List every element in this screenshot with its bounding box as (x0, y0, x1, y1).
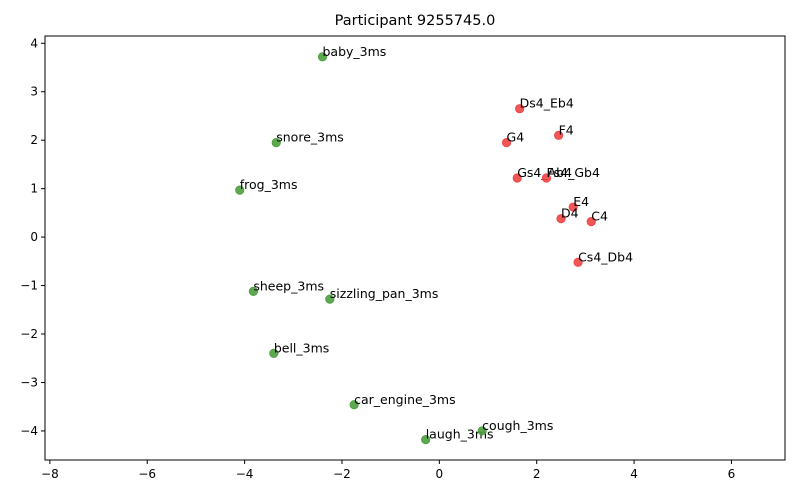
data-point-label: Fs4_Gb4 (546, 165, 600, 180)
x-tick-label: −8 (41, 467, 59, 481)
data-point-label: snore_3ms (276, 130, 344, 145)
x-tick-label: −4 (236, 467, 254, 481)
x-tick-label: 6 (728, 467, 736, 481)
data-point (512, 173, 522, 183)
y-tick-label: −1 (20, 279, 38, 293)
data-point-label: sizzling_pan_3ms (330, 286, 439, 301)
y-tick-label: 4 (30, 36, 38, 50)
plot-area (44, 35, 786, 461)
data-points: baby_3ms snore_3ms frog_3ms sheep_3mssizzli… (235, 44, 633, 445)
data-point-label: baby_3ms (323, 44, 387, 59)
data-point-label: Ds4_Eb4 (520, 96, 574, 111)
data-point (349, 400, 359, 410)
data-point (269, 348, 279, 358)
y-axis: −4 −3 −2 −1 0 1 2 3 4 (20, 36, 45, 438)
x-tick-label: 4 (630, 467, 638, 481)
data-point (568, 202, 578, 212)
data-point (235, 185, 245, 195)
x-tick-label: 2 (533, 467, 541, 481)
data-point-label: laugh_3ms (426, 427, 494, 442)
data-point-label: Cs4_Db4 (578, 249, 633, 264)
data-point-label: sheep_3ms (253, 278, 324, 293)
data-point-label: cough_3ms (482, 418, 553, 433)
x-tick-label: −2 (333, 467, 351, 481)
data-point-label: G4 (507, 130, 525, 145)
data-point (317, 52, 328, 62)
data-point (421, 435, 431, 445)
data-point (554, 130, 564, 140)
x-axis: −8 −6 −4 −2 0 2 4 6 (41, 460, 735, 481)
y-tick-label: −3 (20, 375, 38, 389)
y-tick-label: 1 (30, 182, 38, 196)
y-tick-label: 0 (30, 230, 38, 244)
data-point (248, 286, 258, 296)
x-tick-label: −6 (138, 467, 156, 481)
x-tick-label: 0 (436, 467, 444, 481)
data-point (271, 138, 281, 148)
data-point (586, 216, 596, 227)
data-point-label: E4 (573, 194, 589, 209)
data-point (515, 104, 525, 114)
data-point (541, 173, 552, 183)
data-point-label: F4 (559, 122, 574, 137)
y-tick-label: −4 (20, 424, 38, 438)
data-point-label: C4 (591, 209, 608, 224)
data-point-label: D4 (561, 206, 579, 221)
data-point (477, 426, 487, 436)
data-point (556, 214, 566, 224)
data-point-label: bell_3ms (274, 340, 329, 355)
data-point (501, 138, 512, 148)
data-point-label: Gs4_Ab4 (517, 165, 572, 180)
data-point-label: frog_3ms (240, 177, 298, 192)
data-point (325, 294, 335, 304)
chart-title: Participant 9255745.0 (335, 13, 496, 29)
y-tick-label: 2 (30, 133, 38, 147)
y-tick-label: −2 (20, 327, 38, 341)
y-tick-label: 3 (30, 85, 38, 99)
data-point (573, 257, 583, 267)
data-point-label: car_engine_3ms (354, 392, 455, 407)
